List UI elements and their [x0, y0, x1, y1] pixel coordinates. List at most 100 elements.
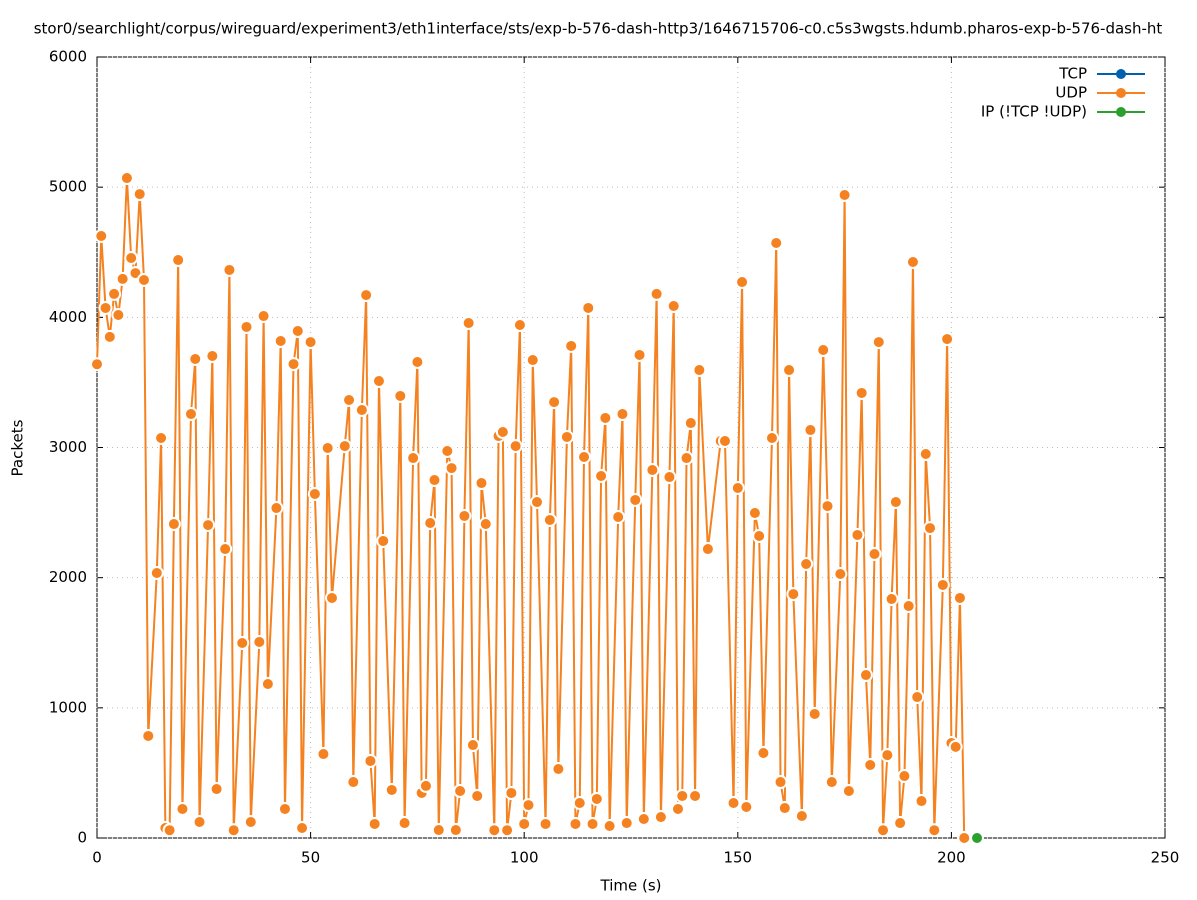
- data-point: [431, 823, 446, 838]
- data-point: [726, 795, 741, 810]
- data-point: [777, 801, 792, 816]
- data-point: [863, 757, 878, 772]
- data-point: [739, 800, 754, 815]
- data-point: [504, 785, 519, 800]
- data-point: [393, 388, 408, 403]
- y-tick-label: 0: [77, 829, 87, 847]
- data-point: [653, 810, 668, 825]
- data-point: [269, 501, 284, 516]
- y-tick-label: 3000: [49, 438, 87, 456]
- data-point: [517, 816, 532, 831]
- data-point: [542, 513, 557, 528]
- data-point: [119, 171, 134, 186]
- data-point: [871, 335, 886, 350]
- data-point: [820, 499, 835, 514]
- data-point: [487, 823, 502, 838]
- data-point: [359, 288, 374, 303]
- data-point: [371, 373, 386, 388]
- chart-title: stor0/searchlight/corpus/wireguard/exper…: [34, 20, 1163, 38]
- data-point: [201, 518, 216, 533]
- data-point: [162, 823, 177, 838]
- data-point: [500, 823, 515, 838]
- data-point: [577, 450, 592, 465]
- data-point: [816, 343, 831, 358]
- data-point: [940, 332, 955, 347]
- data-point: [854, 385, 869, 400]
- data-point: [923, 521, 938, 536]
- data-point: [324, 590, 339, 605]
- data-point: [218, 542, 233, 557]
- data-point: [166, 517, 181, 532]
- data-point: [628, 492, 643, 507]
- data-point: [752, 529, 767, 544]
- data-point: [418, 778, 433, 793]
- data-point: [243, 814, 258, 829]
- data-point: [286, 357, 301, 372]
- data-point: [559, 429, 574, 444]
- data-point: [688, 788, 703, 803]
- data-point: [188, 351, 203, 366]
- data-point: [876, 823, 891, 838]
- data-point: [756, 746, 771, 761]
- data-point: [799, 556, 814, 571]
- data-point: [470, 788, 485, 803]
- data-point: [107, 286, 122, 301]
- data-point: [794, 809, 809, 824]
- data-point: [824, 775, 839, 790]
- data-point: [235, 636, 250, 651]
- data-point: [316, 747, 331, 762]
- data-point: [893, 816, 908, 831]
- data-point: [837, 187, 852, 202]
- data-point: [841, 784, 856, 799]
- data-point: [367, 816, 382, 831]
- data-point: [572, 795, 587, 810]
- data-point: [530, 495, 545, 510]
- y-tick-label: 2000: [49, 568, 87, 586]
- legend-label: TCP: [1058, 65, 1087, 83]
- data-point: [581, 300, 596, 315]
- data-point: [205, 348, 220, 363]
- data-point: [803, 423, 818, 438]
- data-point: [747, 505, 762, 520]
- x-tick-label: 50: [301, 849, 320, 867]
- data-point: [192, 814, 207, 829]
- data-point: [376, 533, 391, 548]
- legend-label: IP (!TCP !UDP): [981, 103, 1087, 121]
- data-point: [239, 319, 254, 334]
- y-tick-label: 4000: [49, 308, 87, 326]
- data-point: [905, 255, 920, 270]
- data-point: [154, 430, 169, 445]
- data-point: [303, 335, 318, 350]
- data-point: [457, 508, 472, 523]
- data-point: [679, 451, 694, 466]
- data-point: [512, 318, 527, 333]
- x-tick-label: 0: [92, 849, 102, 867]
- data-point: [833, 567, 848, 582]
- data-point: [538, 816, 553, 831]
- data-point: [619, 816, 634, 831]
- legend-label: UDP: [1055, 84, 1087, 102]
- data-point: [662, 470, 677, 485]
- data-point: [175, 801, 190, 816]
- data-point: [256, 309, 271, 324]
- data-point: [948, 739, 963, 754]
- data-point: [90, 357, 104, 372]
- data-point: [320, 441, 335, 456]
- data-point: [935, 577, 950, 592]
- data-point: [970, 831, 985, 845]
- x-tick-label: 250: [1151, 849, 1180, 867]
- data-point: [273, 334, 288, 349]
- data-point: [384, 782, 399, 797]
- x-tick-label: 150: [723, 849, 752, 867]
- data-point: [102, 329, 117, 344]
- x-axis-label: Time (s): [600, 877, 662, 895]
- data-point: [880, 748, 895, 763]
- data-point: [465, 738, 480, 753]
- data-point: [888, 495, 903, 510]
- data-point: [423, 515, 438, 530]
- data-point: [525, 353, 540, 368]
- data-point: [910, 690, 925, 705]
- data-point: [914, 794, 929, 809]
